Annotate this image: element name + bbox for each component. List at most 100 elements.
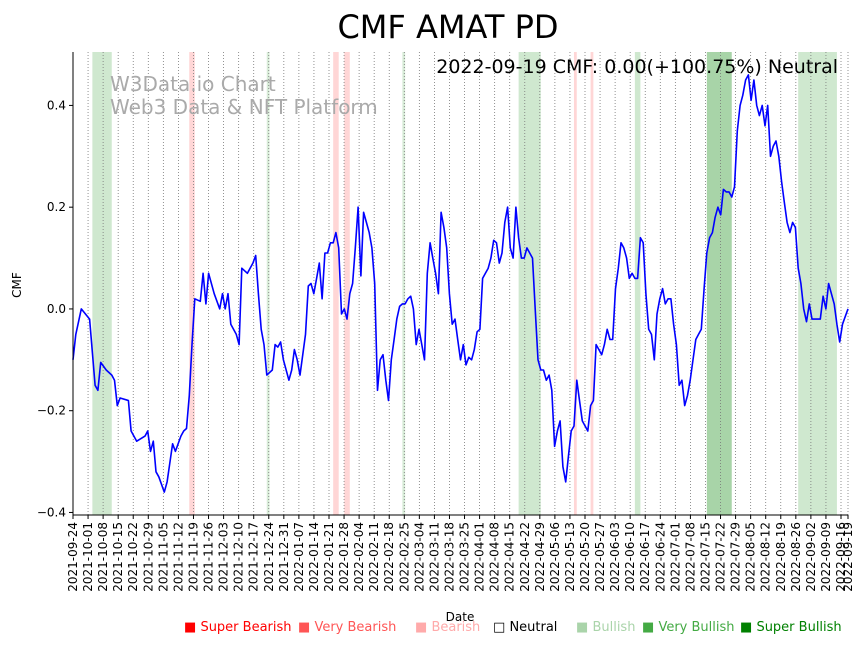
x-tick-label-0: 2021-09-24 (66, 522, 80, 592)
legend-very-bearish: ■ Very Bearish (298, 620, 396, 635)
x-tick-label-4: 2021-10-22 (126, 522, 140, 592)
x-tick-label-6: 2021-11-05 (156, 522, 170, 592)
x-tick-label-16: 2022-01-14 (307, 522, 321, 592)
y-tick-label-4: 0.4 (47, 98, 66, 112)
band-very_bullish-0 (92, 52, 112, 515)
x-tick-label-33: 2022-05-13 (563, 522, 577, 592)
y-axis-label: CMF (10, 272, 24, 298)
band-bearish-1 (189, 52, 195, 515)
legend-marker-bullish: ■ (576, 620, 589, 635)
x-tick-label-47: 2022-08-19 (774, 522, 788, 592)
legend: ■ Super Bearish ■ Very Bearish ■ Bearish… (0, 620, 867, 640)
x-tick-label-37: 2022-06-10 (623, 522, 637, 592)
legend-label-super-bullish: Super Bullish (756, 620, 842, 635)
band-very_bullish-6 (518, 52, 541, 515)
chart-title: CMF AMAT PD (337, 8, 558, 46)
band-bearish-4 (344, 52, 350, 515)
y-tick-label-1: −0.2 (37, 404, 66, 418)
x-tick-label-3: 2021-10-15 (111, 522, 125, 592)
legend-super-bullish: ■ Super Bullish (740, 620, 842, 635)
x-tick-label-5: 2021-10-29 (141, 522, 155, 592)
cmf-line (72, 74, 849, 493)
x-tick-label-23: 2022-03-04 (412, 522, 426, 592)
x-tick-label-49: 2022-09-02 (804, 522, 818, 592)
x-tick-label-22: 2022-02-25 (397, 522, 411, 592)
cmf-series (72, 74, 849, 493)
legend-super-bearish: ■ Super Bearish (184, 620, 292, 635)
band-bullish-5 (402, 52, 406, 515)
x-tick-label-31: 2022-04-29 (533, 522, 547, 592)
legend-marker-super-bearish: ■ (184, 620, 197, 635)
y-tick-label-0: −0.4 (37, 505, 66, 519)
x-tick-label-17: 2022-01-21 (322, 522, 336, 592)
vertical-gridlines (72, 52, 849, 515)
x-tick-label-40: 2022-07-01 (668, 522, 682, 592)
x-tick-label-51: 2022-09-16 (834, 522, 848, 592)
x-tick-label-38: 2022-06-17 (638, 522, 652, 592)
legend-label-very-bullish: Very Bullish (658, 620, 735, 635)
x-tick-label-21: 2022-02-18 (382, 522, 396, 592)
x-tick-label-11: 2021-12-10 (232, 522, 246, 592)
x-tick-label-35: 2022-05-27 (593, 522, 607, 592)
x-tick-label-13: 2021-12-24 (262, 522, 276, 592)
legend-label-bullish: Bullish (592, 620, 636, 635)
x-tick-label-20: 2022-02-11 (367, 522, 381, 592)
legend-label-super-bearish: Super Bearish (200, 620, 292, 635)
legend-marker-super-bullish: ■ (740, 620, 753, 635)
legend-label-bearish: Bearish (431, 620, 481, 635)
legend-label-very-bearish: Very Bearish (314, 620, 397, 635)
x-tick-label-42: 2022-07-15 (698, 522, 712, 592)
x-tick-label-1: 2021-10-01 (81, 522, 95, 592)
signal-bands (92, 52, 837, 515)
x-tick-label-18: 2022-01-28 (337, 522, 351, 592)
legend-very-bullish: ■ Very Bullish (642, 620, 735, 635)
watermark: W3Data.io Chart Web3 Data & NFT Platform (110, 72, 378, 119)
x-axis-label: Date (446, 610, 475, 624)
band-bullish-2 (266, 52, 270, 515)
x-tick-label-39: 2022-06-24 (653, 522, 667, 592)
x-tick-label-34: 2022-05-20 (578, 522, 592, 592)
x-tick-label-43: 2022-07-22 (714, 522, 728, 592)
legend-marker-very-bearish: ■ (298, 620, 311, 635)
band-bearish-8 (590, 52, 594, 515)
axes (72, 52, 848, 516)
x-tick-label-19: 2022-02-04 (352, 522, 366, 592)
x-tick-label-8: 2021-11-19 (186, 522, 200, 592)
x-tick-label-29: 2022-04-15 (503, 522, 517, 592)
x-tick-label-27: 2022-04-01 (473, 522, 487, 592)
band-bearish-3 (333, 52, 339, 515)
x-tick-label-14: 2021-12-31 (277, 522, 291, 592)
band-super_bullish-10 (706, 52, 732, 515)
legend-bearish: ■ Bearish (415, 620, 480, 635)
band-very_bullish-9 (634, 52, 641, 515)
band-very_bullish-11 (798, 52, 837, 515)
y-tick-label-3: 0.2 (47, 200, 66, 214)
legend-label-neutral: Neutral (509, 620, 558, 635)
x-tick-label-44: 2022-07-29 (729, 522, 743, 592)
x-tick-label-26: 2022-03-25 (458, 522, 472, 592)
x-tick-label-52: 2022-09-19 (841, 522, 855, 592)
x-tick-label-24: 2022-03-11 (427, 522, 441, 592)
legend-neutral: □ Neutral (493, 620, 557, 635)
legend-marker-bearish: ■ (415, 620, 428, 635)
x-tick-label-25: 2022-03-18 (442, 522, 456, 592)
x-tick-label-50: 2022-09-09 (819, 522, 833, 592)
x-tick-label-12: 2021-12-17 (247, 522, 261, 592)
x-tick-label-46: 2022-08-12 (759, 522, 773, 592)
x-tick-label-2: 2021-10-08 (96, 522, 110, 592)
watermark-line-1: W3Data.io Chart (110, 72, 276, 96)
watermark-line-2: Web3 Data & NFT Platform (110, 95, 378, 119)
legend-marker-neutral: □ (493, 620, 506, 635)
x-tick-label-32: 2022-05-06 (548, 522, 562, 592)
legend-marker-very-bullish: ■ (642, 620, 655, 635)
x-tick-label-7: 2021-11-12 (171, 522, 185, 592)
y-tick-label-2: 0.0 (47, 302, 66, 316)
x-tick-label-9: 2021-11-26 (202, 522, 216, 592)
x-tick-label-41: 2022-07-08 (683, 522, 697, 592)
band-bearish-7 (573, 52, 577, 515)
x-tick-label-10: 2021-12-03 (217, 522, 231, 592)
x-axis-ticks: 2021-09-24 2021-10-01 2021-10-08 2021-10-15… (66, 515, 855, 592)
x-tick-label-15: 2022-01-07 (292, 522, 306, 592)
x-tick-label-48: 2022-08-26 (789, 522, 803, 592)
